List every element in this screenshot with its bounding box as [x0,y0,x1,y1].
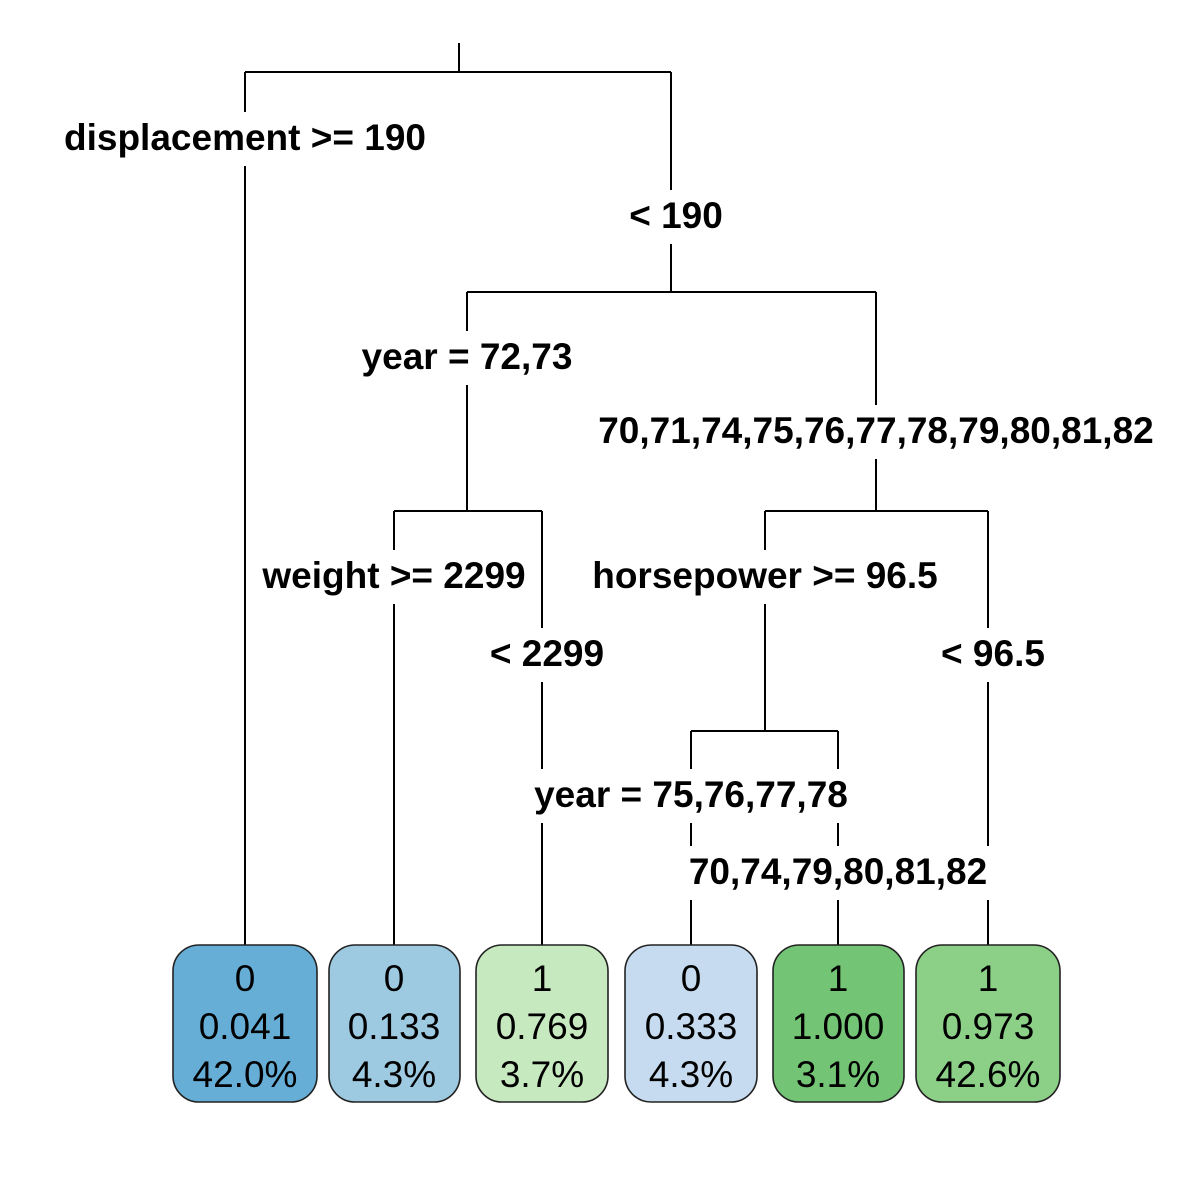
leaf-class: 0 [681,958,702,999]
leaf-percentage: 4.3% [352,1054,436,1095]
split-label-horsepower-lt: < 96.5 [941,633,1045,674]
leaf-probability: 0.973 [942,1006,1035,1047]
split-label-weight-ge: weight >= 2299 [261,555,525,596]
leaf-box [172,944,318,1103]
leaf-node-6: 1 0.973 42.6% [915,944,1061,1103]
leaf-class: 1 [532,958,553,999]
leaf-node-2: 0 0.133 4.3% [328,944,461,1103]
leaf-box [915,944,1061,1103]
leaf-class: 1 [978,958,999,999]
split-labels: displacement >= 190 < 190 year = 72,73 7… [48,112,1178,900]
leaf-probability: 1.000 [792,1006,885,1047]
leaf-class: 0 [235,958,256,999]
leaf-percentage: 42.0% [193,1054,298,1095]
split-label-displacement-ge: displacement >= 190 [64,117,426,158]
split-label-year-75-78: year = 75,76,77,78 [534,774,848,815]
leaf-probability: 0.769 [496,1006,589,1047]
leaf-probability: 0.041 [199,1006,292,1047]
leaf-probability: 0.133 [348,1006,441,1047]
leaf-box [772,944,905,1103]
leaf-probability: 0.333 [645,1006,738,1047]
leaf-percentage: 3.1% [796,1054,880,1095]
leaf-node-3: 1 0.769 3.7% [475,944,609,1103]
split-label-weight-lt: < 2299 [490,633,604,674]
leaf-node-1: 0 0.041 42.0% [172,944,318,1103]
leaf-percentage: 4.3% [649,1054,733,1095]
leaf-nodes: 0 0.041 42.0% 0 0.133 4.3% 1 0.769 3.7% … [172,944,1061,1103]
leaf-class: 0 [384,958,405,999]
split-label-year-other: 70,71,74,75,76,77,78,79,80,81,82 [598,410,1154,451]
split-label-year-other-2: 70,74,79,80,81,82 [689,851,987,892]
leaf-class: 1 [828,958,849,999]
leaf-box [624,944,758,1103]
leaf-box [328,944,461,1103]
leaf-box [475,944,609,1103]
split-label-displacement-lt: < 190 [629,195,723,236]
leaf-node-5: 1 1.000 3.1% [772,944,905,1103]
leaf-percentage: 42.6% [936,1054,1041,1095]
split-label-year-72-73: year = 72,73 [362,336,573,377]
leaf-percentage: 3.7% [500,1054,584,1095]
split-label-horsepower-ge: horsepower >= 96.5 [592,555,938,596]
leaf-node-4: 0 0.333 4.3% [624,944,758,1103]
